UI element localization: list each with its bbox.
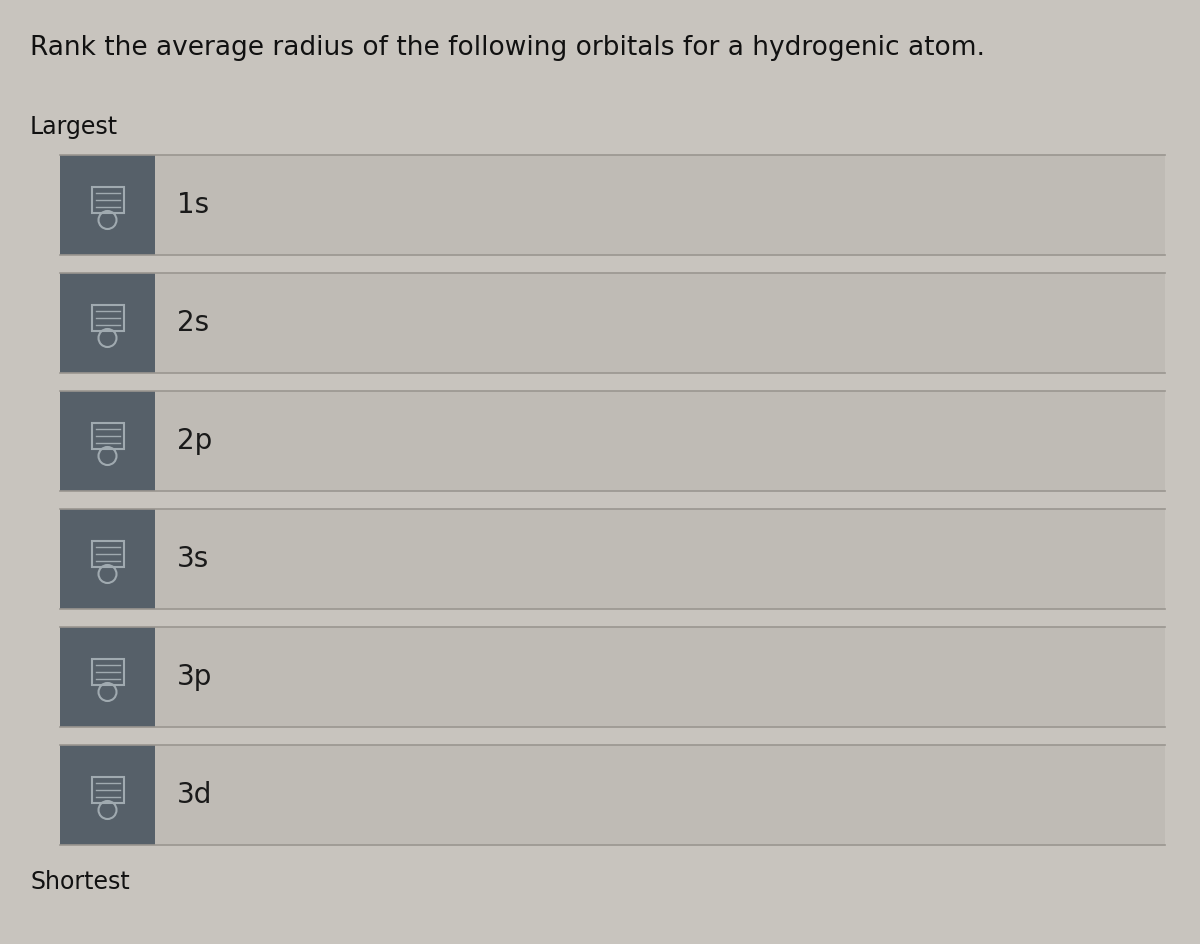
Bar [60, 391, 1165, 491]
Bar [60, 273, 1165, 373]
Bar [60, 155, 1165, 255]
Text: Rank the average radius of the following orbitals for a hydrogenic atom.: Rank the average radius of the following… [30, 35, 985, 61]
Bar [60, 155, 155, 255]
Bar [91, 777, 124, 803]
Text: 3s: 3s [178, 545, 209, 573]
Bar [60, 745, 155, 845]
Text: Shortest: Shortest [30, 870, 130, 894]
Bar [91, 187, 124, 213]
Bar [60, 627, 1165, 727]
Bar [91, 305, 124, 331]
Bar [91, 541, 124, 567]
Text: 2s: 2s [178, 309, 209, 337]
Bar [91, 659, 124, 685]
Bar [60, 391, 155, 491]
Bar [60, 509, 1165, 609]
Bar [60, 509, 155, 609]
Bar [60, 273, 155, 373]
Text: 2p: 2p [178, 427, 212, 455]
Bar [60, 627, 155, 727]
Text: 1s: 1s [178, 191, 209, 219]
Text: Largest: Largest [30, 115, 118, 139]
Bar [60, 745, 1165, 845]
Text: 3p: 3p [178, 663, 212, 691]
Bar [91, 423, 124, 449]
Text: 3d: 3d [178, 781, 212, 809]
